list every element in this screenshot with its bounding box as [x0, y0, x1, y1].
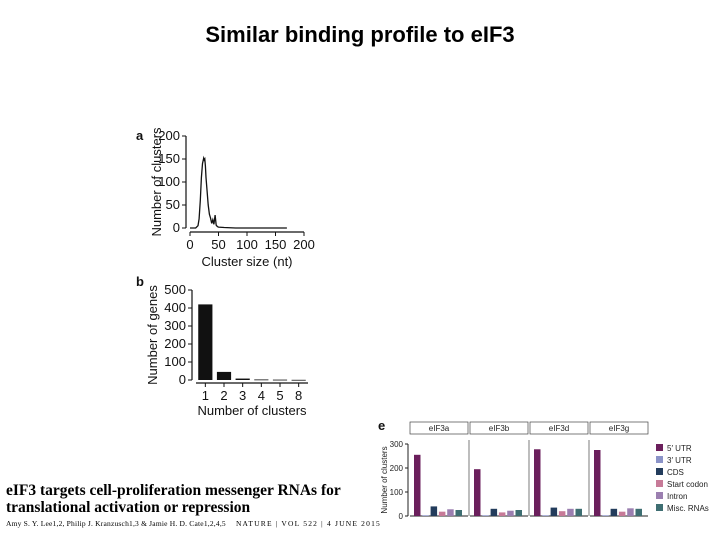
bar-eIF3g-2 [610, 508, 618, 516]
bar-eIF3a-5 [455, 510, 462, 516]
group-header-box [589, 421, 649, 435]
y-tick-label: 300 [390, 440, 404, 449]
y-tick-label: 0 [173, 220, 180, 235]
bar-8 [291, 379, 306, 381]
group-label-eIF3g: eIF3g [609, 424, 629, 433]
y-axis-label: Number of genes [145, 285, 160, 385]
legend-swatch [656, 492, 663, 499]
x-tick-label: 5 [276, 388, 283, 403]
bar-eIF3a-1 [422, 515, 429, 516]
group-header-box [529, 421, 589, 435]
y-axis-label: Number of clusters [149, 127, 164, 237]
group-header-box [469, 421, 529, 435]
legend-swatch [656, 444, 663, 451]
y-tick-label: 200 [164, 336, 186, 351]
y-tick-label: 500 [164, 282, 186, 297]
bar-eIF3g-5 [635, 508, 642, 516]
y-tick-label: 200 [390, 464, 404, 473]
bar-eIF3b-2 [490, 508, 498, 516]
y-tick-label: 300 [164, 318, 186, 333]
group-label-eIF3d: eIF3d [549, 424, 569, 433]
series-line [190, 155, 287, 229]
y-tick-label: 150 [158, 151, 180, 166]
panel-letter-b: b [136, 274, 144, 289]
x-axis-label: Cluster size (nt) [201, 254, 292, 269]
bar-eIF3d-3 [558, 511, 566, 516]
x-tick-label: 200 [293, 237, 315, 252]
bar-eIF3b-4 [507, 510, 514, 516]
legend-swatch [656, 456, 663, 463]
x-tick-label: 2 [220, 388, 227, 403]
x-tick-label: 150 [265, 237, 287, 252]
bar-eIF3a-0 [414, 454, 421, 516]
y-tick-label: 100 [390, 488, 404, 497]
paper-title-line-1: eIF3 targets cell-proliferation messenge… [6, 482, 341, 499]
bar-2 [216, 371, 232, 380]
x-axis-label: Number of clusters [197, 403, 307, 418]
bar-4 [254, 379, 269, 381]
x-tick-label: 0 [186, 237, 193, 252]
paper-journal: NATURE | VOL 522 | 4 JUNE 2015 [235, 519, 381, 528]
bar-eIF3g-1 [602, 515, 609, 516]
paper-citation: Amy S. Y. Lee1,2, Philip J. Kranzusch1,3… [6, 519, 381, 528]
bar-eIF3b-5 [515, 510, 522, 516]
y-tick-label: 200 [158, 128, 180, 143]
bar-eIF3d-1 [542, 515, 549, 516]
y-tick-label: 400 [164, 300, 186, 315]
group-header-box [409, 421, 469, 435]
y-tick-label: 100 [164, 354, 186, 369]
bar-eIF3g-4 [627, 508, 634, 516]
x-tick-label: 50 [211, 237, 225, 252]
bar-3 [235, 378, 250, 380]
bar-eIF3a-4 [447, 509, 454, 516]
legend-label: CDS [667, 468, 684, 477]
x-tick-label: 4 [258, 388, 265, 403]
legend-label: 3′ UTR [667, 456, 692, 465]
legend-label: 5′ UTR [667, 444, 692, 453]
panel-letter-e: e [378, 418, 385, 433]
x-tick-label: 8 [295, 388, 302, 403]
slide-title: Similar binding profile to eIF3 [205, 22, 515, 47]
bar-eIF3a-3 [438, 511, 446, 516]
y-tick-label: 0 [399, 512, 404, 521]
x-tick-label: 100 [236, 237, 258, 252]
legend-swatch [656, 468, 663, 475]
paper-title: eIF3 targets cell-proliferation messenge… [6, 482, 341, 516]
bar-eIF3b-3 [498, 512, 506, 516]
bar-eIF3d-4 [567, 508, 574, 516]
panel-letter-a: a [136, 128, 144, 143]
x-tick-label: 1 [202, 388, 209, 403]
legend-label: Intron [667, 492, 687, 501]
legend-label: Misc. RNAs [667, 504, 709, 513]
y-tick-label: 50 [166, 197, 180, 212]
y-axis-label: Number of clusters [380, 446, 389, 513]
bar-eIF3d-2 [550, 507, 558, 516]
legend-swatch [656, 480, 663, 487]
bar-eIF3a-2 [430, 506, 438, 516]
y-tick-label: 0 [179, 372, 186, 387]
bar-eIF3d-5 [575, 508, 582, 516]
legend-swatch [656, 504, 663, 511]
bar-eIF3g-0 [594, 450, 601, 516]
paper-authors: Amy S. Y. Lee1,2, Philip J. Kranzusch1,3… [6, 519, 226, 528]
group-label-eIF3b: eIF3b [489, 424, 510, 433]
bar-eIF3b-0 [474, 469, 481, 516]
bar-1 [198, 304, 213, 380]
paper-title-line-2: translational activation or repression [6, 499, 251, 516]
bar-eIF3d-0 [534, 449, 541, 516]
x-tick-label: 3 [239, 388, 246, 403]
group-label-eIF3a: eIF3a [429, 424, 450, 433]
y-tick-label: 100 [158, 174, 180, 189]
bar-5 [272, 379, 288, 381]
bar-eIF3b-1 [482, 515, 489, 516]
bar-eIF3g-3 [618, 511, 626, 516]
legend-label: Start codon [667, 480, 708, 489]
